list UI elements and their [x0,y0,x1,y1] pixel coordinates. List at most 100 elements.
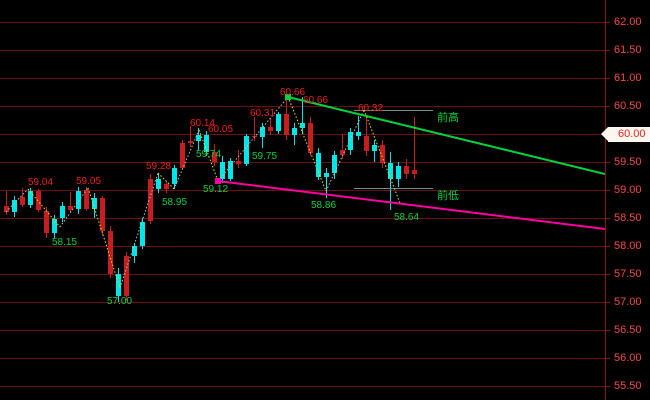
candle-body [28,191,33,205]
gridline [0,302,605,303]
candle-body [316,153,321,177]
axis-tick [605,330,610,331]
axis-tick [605,386,610,387]
gridline [0,190,605,191]
gridline [0,358,605,359]
pivot-price-label: 60.14 [190,118,216,129]
candle-body [388,163,393,179]
candle-wick [342,134,343,160]
previous-low-level [354,188,433,189]
trendlines-overlay [5,94,605,289]
gridline [0,22,605,23]
previous-low-annotation: 前低 [437,189,459,202]
axis-tick [605,190,610,191]
axis-tick-label: 59.00 [614,184,642,196]
axis-tick-label: 55.50 [614,380,642,392]
candle-wick [238,149,239,168]
candle-body [188,140,193,143]
candle-body [180,142,185,168]
pivot-price-label: 59.28 [146,161,172,172]
axis-tick [605,78,610,79]
candle-body [324,173,329,177]
candle-body [68,205,73,211]
candle-body [156,178,161,189]
pivot-price-label: 59.04 [28,177,54,188]
candle-body [356,131,361,137]
pivot-price-label: 59.05 [76,176,102,187]
candle-body [36,191,41,211]
candle-body [52,219,57,233]
axis-tick-label: 59.50 [614,156,642,168]
candle-body [20,196,25,205]
pivot-price-label: 58.15 [52,237,78,248]
gridline [0,134,605,135]
candle-body [116,274,121,297]
candle-body [244,136,249,165]
candle-body [404,166,409,175]
candle-body [276,113,281,132]
axis-tick [605,218,610,219]
candle-body [300,122,305,129]
candle-body [172,167,177,185]
axis-tick-label: 61.50 [614,44,642,56]
axis-tick-label: 56.00 [614,352,642,364]
pivot-price-label: 59.74 [196,149,222,160]
axis-tick-label: 57.50 [614,268,642,280]
candle-body [252,136,257,138]
previous-high-annotation: 前高 [437,111,459,124]
gridline [0,50,605,51]
axis-tick [605,358,610,359]
gridline [0,386,605,387]
pivot-price-label: 59.12 [203,184,229,195]
candle-body [92,197,97,210]
candle-body [76,191,81,210]
candle-body [196,135,201,141]
candle-wick [190,126,191,148]
axis-tick-label: 56.50 [614,324,642,336]
pivot-price-label: 58.95 [162,197,188,208]
axis-tick [605,50,610,51]
pivot-price-label: 58.86 [311,200,337,211]
price-axis[interactable]: 62.00 61.50 61.00 60.50 60.00 59.50 59.00 58.50… [601,0,650,400]
pivot-price-label: 60.66 [303,95,329,106]
candle-body [268,127,273,132]
candle-body [12,200,17,213]
axis-tick-label: 60.50 [614,100,642,112]
candle-body [236,160,241,165]
candle-body [132,246,137,257]
candle-body [164,184,169,189]
candle-body [124,256,129,297]
gridline [0,330,605,331]
candle-body [284,113,289,136]
pivot-price-label: 57.00 [107,296,133,307]
gridline [0,162,605,163]
current-price-tag: 60.00 [601,127,650,142]
axis-tick [605,22,610,23]
axis-tick [605,162,610,163]
candle-wick [390,151,391,211]
gridline [0,218,605,219]
candle-body [228,160,233,179]
axis-tick [605,302,610,303]
candle-body [44,211,49,233]
pivot-price-label: 60.32 [358,103,384,114]
candle-body [220,162,225,179]
axis-tick [605,106,610,107]
pivot-price-label: 59.75 [252,151,278,162]
pivot-price-label: 58.64 [394,212,420,223]
axis-tick-label: 58.50 [614,212,642,224]
candle-wick [374,139,375,162]
gridline [0,78,605,79]
candle-body [84,190,89,210]
chart-plot-area[interactable]: 59.04 58.15 59.05 57.00 59.28 58.95 60.14 60.05… [0,0,605,400]
candle-body [308,122,313,154]
axis-tick [605,274,610,275]
pivot-price-label: 60.66 [280,87,306,98]
axis-vertical-line [605,0,606,400]
pivot-price-label: 60.31 [250,108,276,119]
candle-body [332,155,337,174]
candle-body [372,145,377,151]
candle-body [292,128,297,136]
candle-body [108,231,113,274]
candle-body [60,205,65,218]
